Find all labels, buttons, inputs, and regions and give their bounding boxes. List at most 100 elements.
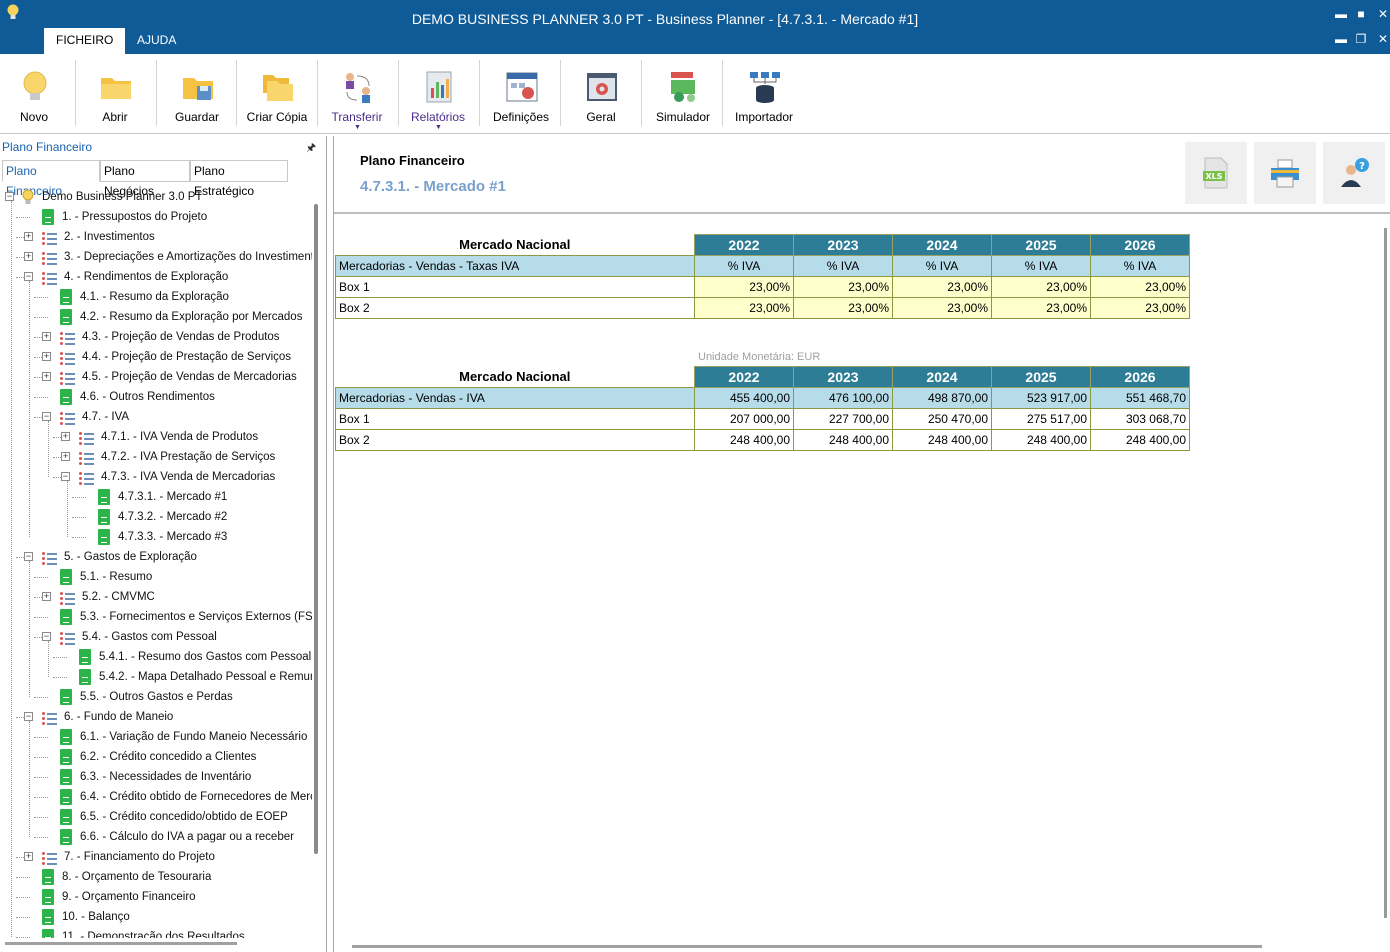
tree-item[interactable]: 11. - Demonstração dos Resultados (0, 927, 312, 938)
expand-icon[interactable]: + (24, 851, 33, 861)
tree-item[interactable]: − Demo Business Planner 3.0 PT (0, 187, 312, 207)
tab-ficheiro[interactable]: FICHEIRO (44, 28, 126, 54)
tree-item[interactable]: 5.4.1. - Resumo dos Gastos com Pessoal (0, 647, 312, 667)
content-horizontal-scrollbar[interactable] (352, 945, 1262, 948)
collapse-icon[interactable]: − (42, 631, 51, 641)
tree-item[interactable]: 6.1. - Variação de Fundo Maneio Necessár… (0, 727, 312, 747)
tree-item[interactable]: 9. - Orçamento Financeiro (0, 887, 312, 907)
minimize-button[interactable]: ▬ (1335, 7, 1347, 21)
tree-item[interactable]: 4.7.3.3. - Mercado #3 (0, 527, 312, 547)
tree-item[interactable]: − 4.7.3. - IVA Venda de Mercadorias (0, 467, 312, 487)
vat-rate-cell[interactable]: 23,00% (892, 297, 992, 319)
vat-rate-cell[interactable]: 23,00% (793, 276, 893, 298)
collapse-icon[interactable]: − (24, 551, 33, 561)
importador-button[interactable]: Importador (724, 60, 804, 130)
tree-item[interactable]: − 5.4. - Gastos com Pessoal (0, 627, 312, 647)
tab-ajuda[interactable]: AJUDA (137, 33, 177, 47)
tree-item[interactable]: +2. - Investimentos (0, 227, 312, 247)
vat-rate-cell[interactable]: 23,00% (991, 276, 1091, 298)
tree-item[interactable]: 4.6. - Outros Rendimentos (0, 387, 312, 407)
tree-item[interactable]: 5.1. - Resumo (0, 567, 312, 587)
expand-icon[interactable]: + (24, 251, 33, 261)
navigation-panel: Plano Financeiro 🖈 Plano Financeiro Plan… (0, 136, 327, 952)
tree-vertical-scrollbar[interactable] (314, 204, 318, 854)
tab-plano-estrategico[interactable]: Plano Estratégico (190, 160, 288, 198)
child-restore-button[interactable]: ❐ (1355, 32, 1367, 46)
tree-item[interactable]: 4.7.3.1. - Mercado #1 (0, 487, 312, 507)
vat-rate-cell[interactable]: 23,00% (1090, 276, 1190, 298)
tree-item[interactable]: 6.3. - Necessidades de Inventário (0, 767, 312, 787)
tree-item[interactable]: 8. - Orçamento de Tesouraria (0, 867, 312, 887)
collapse-icon[interactable]: − (24, 271, 33, 281)
transferir-button[interactable]: Transferir ▼ (317, 60, 397, 131)
tree-item[interactable]: 6.2. - Crédito concedido a Clientes (0, 747, 312, 767)
tab-plano-negocios[interactable]: Plano Negócios (100, 160, 190, 198)
vat-rate-cell[interactable]: 23,00% (694, 276, 794, 298)
guardar-button[interactable]: Guardar (157, 60, 237, 130)
tree-guide-line (29, 721, 30, 837)
tree-item[interactable]: +7. - Financiamento do Projeto (0, 847, 312, 867)
tree-item[interactable]: 5.4.2. - Mapa Detalhado Pessoal e Remune… (0, 667, 312, 687)
tree-item[interactable]: − 4. - Rendimentos de Exploração (0, 267, 312, 287)
pin-icon[interactable]: 🖈 (306, 142, 317, 154)
tree-item[interactable]: 4.1. - Resumo da Exploração (0, 287, 312, 307)
relatorios-button[interactable]: Relatórios ▼ (398, 60, 478, 131)
tree-item[interactable]: 5.5. - Outros Gastos e Perdas (0, 687, 312, 707)
tree-horizontal-scrollbar[interactable] (5, 942, 237, 945)
simulador-button[interactable]: Simulador (643, 60, 723, 130)
tree-item[interactable]: 6.6. - Cálculo do IVA a pagar ou a receb… (0, 827, 312, 847)
vat-rate-cell[interactable]: 23,00% (892, 276, 992, 298)
expand-icon[interactable]: + (42, 351, 51, 361)
vat-rate-cell[interactable]: 23,00% (694, 297, 794, 319)
tree-item[interactable]: 4.2. - Resumo da Exploração por Mercados (0, 307, 312, 327)
definicoes-button[interactable]: Definições (481, 60, 561, 130)
criar-copia-button[interactable]: Criar Cópia (237, 60, 317, 130)
tree-connector (34, 337, 48, 338)
tree-guide-line (11, 201, 12, 937)
tree-item[interactable]: − 5. - Gastos de Exploração (0, 547, 312, 567)
tree-item[interactable]: +4.4. - Projeção de Prestação de Serviço… (0, 347, 312, 367)
novo-button[interactable]: Novo (0, 60, 74, 130)
print-button[interactable] (1254, 142, 1316, 204)
collapse-icon[interactable]: − (5, 191, 14, 201)
tree-item[interactable]: − 6. - Fundo de Maneio (0, 707, 312, 727)
tree-item-label: 4.2. - Resumo da Exploração por Mercados (80, 311, 303, 323)
tree-item[interactable]: 5.3. - Fornecimentos e Serviços Externos… (0, 607, 312, 627)
tree-item[interactable]: +4.3. - Projeção de Vendas de Produtos (0, 327, 312, 347)
expand-icon[interactable]: + (42, 591, 51, 601)
tree-item[interactable]: +4.7.1. - IVA Venda de Produtos (0, 427, 312, 447)
tree-item[interactable]: 6.4. - Crédito obtido de Fornecedores de… (0, 787, 312, 807)
tree-item[interactable]: 4.7.3.2. - Mercado #2 (0, 507, 312, 527)
expand-icon[interactable]: + (42, 371, 51, 381)
export-xls-button[interactable]: XLS (1185, 142, 1247, 204)
collapse-icon[interactable]: − (42, 411, 51, 421)
content-vertical-scrollbar[interactable] (1384, 228, 1387, 918)
expand-icon[interactable]: + (42, 331, 51, 341)
tab-plano-financeiro[interactable]: Plano Financeiro (2, 160, 100, 198)
expand-icon[interactable]: + (61, 431, 70, 441)
vat-rate-cell[interactable]: 23,00% (1090, 297, 1190, 319)
tree-item[interactable]: +5.2. - CMVMC (0, 587, 312, 607)
geral-button[interactable]: Geral (561, 60, 641, 130)
vat-rate-cell[interactable]: 23,00% (991, 297, 1091, 319)
tree-item[interactable]: +3. - Depreciações e Amortizações do Inv… (0, 247, 312, 267)
close-button[interactable]: ✕ (1377, 7, 1389, 21)
printer-icon (1271, 159, 1299, 188)
tree-item[interactable]: +4.5. - Projeção de Vendas de Mercadoria… (0, 367, 312, 387)
tree-item[interactable]: − 4.7. - IVA (0, 407, 312, 427)
abrir-button[interactable]: Abrir (75, 60, 155, 130)
child-close-button[interactable]: ✕ (1377, 32, 1389, 46)
collapse-icon[interactable]: − (24, 711, 33, 721)
chevron-down-icon: ▼ (435, 124, 442, 131)
collapse-icon[interactable]: − (61, 471, 70, 481)
tree-item[interactable]: 10. - Balanço (0, 907, 312, 927)
child-minimize-button[interactable]: ▬ (1335, 32, 1347, 46)
tree-item[interactable]: 1. - Pressupostos do Projeto (0, 207, 312, 227)
tree-item[interactable]: +4.7.2. - IVA Prestação de Serviços (0, 447, 312, 467)
expand-icon[interactable]: + (24, 231, 33, 241)
maximize-button[interactable]: ■ (1357, 7, 1365, 21)
tree-item[interactable]: 6.5. - Crédito concedido/obtido de EOEP (0, 807, 312, 827)
vat-rate-cell[interactable]: 23,00% (793, 297, 893, 319)
help-button[interactable]: ? (1323, 142, 1385, 204)
expand-icon[interactable]: + (61, 451, 70, 461)
